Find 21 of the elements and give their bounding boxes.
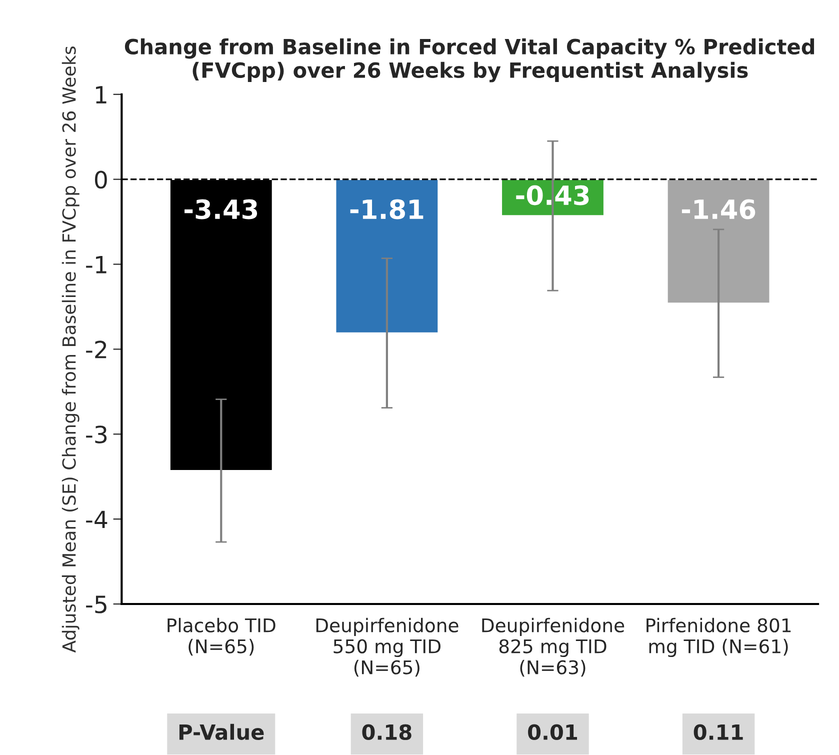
- data-label: -3.43: [184, 199, 258, 220]
- data-label: -0.43: [516, 185, 589, 206]
- text: 0.18: [362, 724, 412, 740]
- text: P-Value: [179, 724, 264, 740]
- y-tick-label: -5: [86, 596, 106, 614]
- y-tick-label: -2: [86, 340, 106, 358]
- y-tick-label: -1: [86, 256, 106, 274]
- x-tick-label: Placebo TID (N=65): [168, 618, 276, 656]
- x-tick-label: Pirfenidone 801 mg TID (N=61): [646, 618, 791, 658]
- y-tick-label: 0: [94, 170, 107, 189]
- x-tick-label: Deupirfenidone 825 mg TID (N=63): [482, 618, 624, 677]
- x-tick-label: Deupirfenidone 550 mg TID (N=65): [316, 618, 458, 677]
- text: 0.11: [694, 724, 743, 740]
- y-tick-label: -4: [86, 510, 108, 528]
- data-label: -1.81: [350, 199, 424, 220]
- data-label: -1.46: [682, 199, 756, 220]
- chart-title: Change from Baseline in Forced Vital Capacity % Predicted (FVCpp) over 26 Weeks by Frequentist Analysis: [124, 38, 814, 82]
- text: 0.01: [528, 724, 578, 740]
- y-tick-label: -3: [86, 426, 107, 444]
- y-axis-title: Adjusted Mean (SE) Change from Baseline in FVCpp over 26 Weeks: [62, 46, 80, 653]
- y-tick-label: 1: [96, 86, 106, 104]
